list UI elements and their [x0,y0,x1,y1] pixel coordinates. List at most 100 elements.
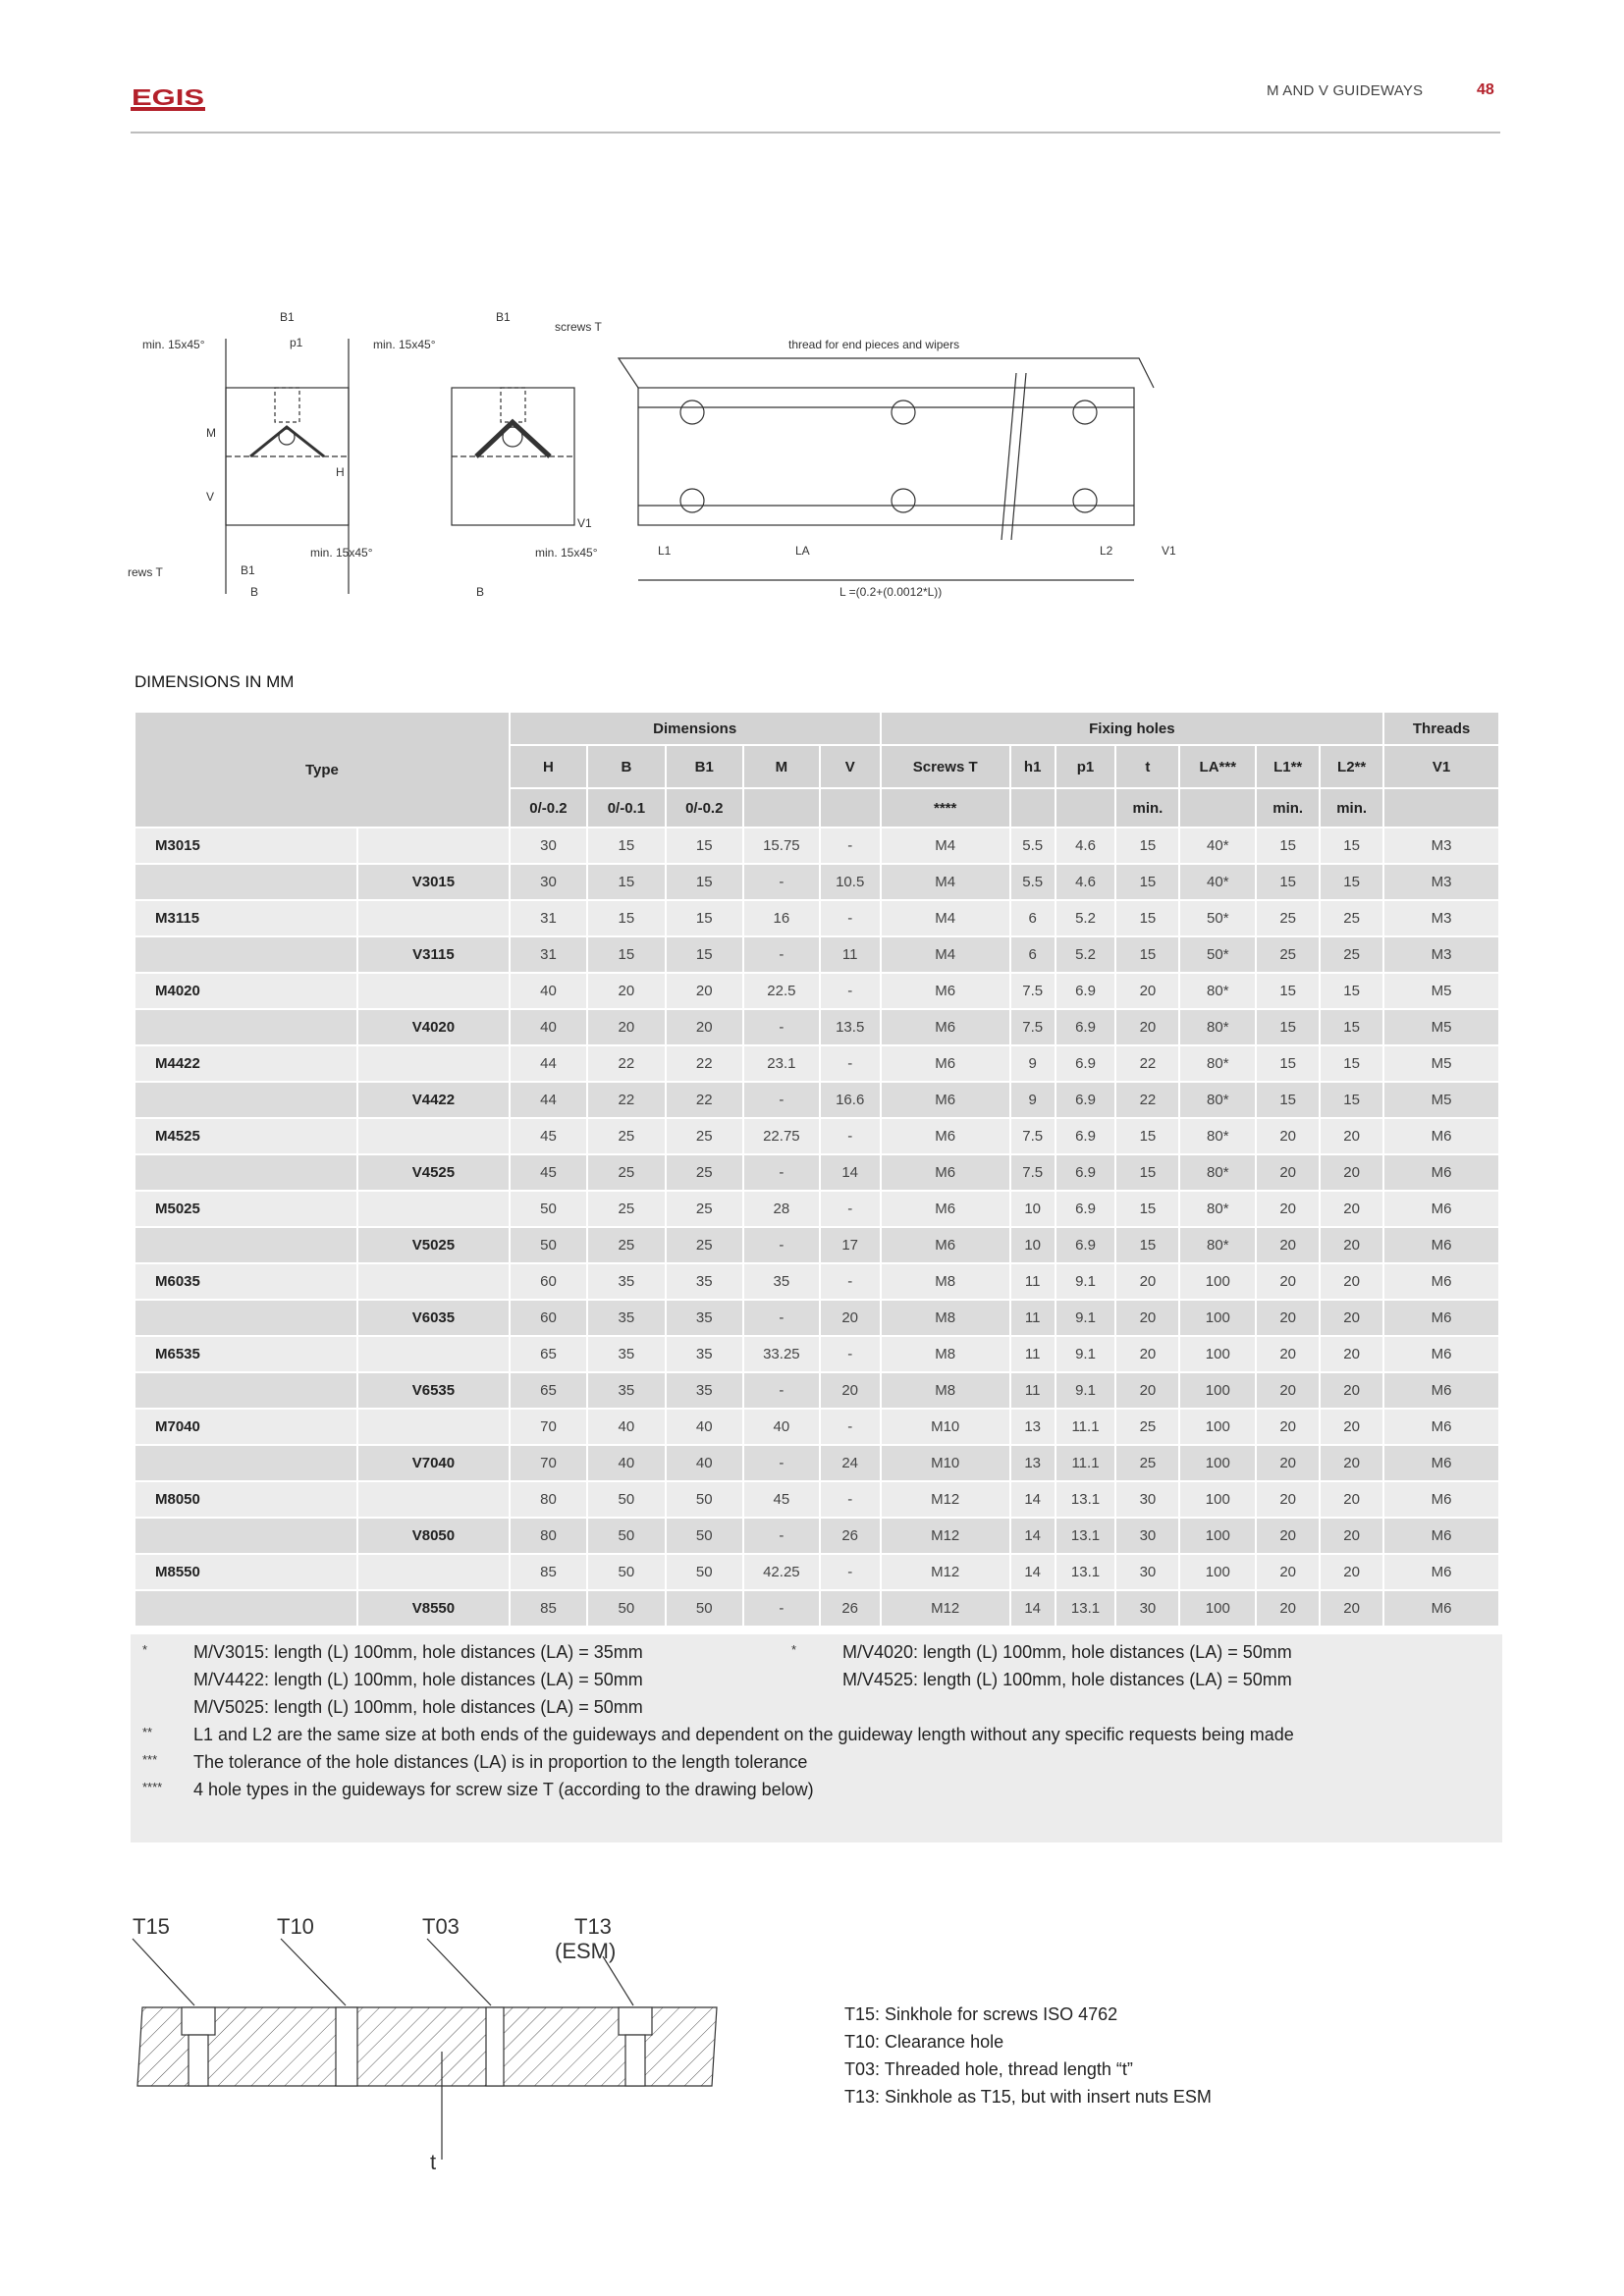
table-cell: 50 [666,1519,742,1553]
table-cell: - [820,1264,880,1299]
table-cell: 25 [588,1155,665,1190]
table-cell: 11 [820,937,880,972]
table-cell: 31 [510,901,587,935]
table-cell: 15.75 [743,828,819,863]
dimensions-group-header: Dimensions [510,713,880,744]
table-cell: 20 [1257,1555,1320,1589]
table-cell: 35 [666,1337,742,1371]
table-cell: 20 [1321,1119,1383,1153]
column-subheader [1384,789,1498,827]
table-cell: 4.6 [1056,828,1115,863]
header-divider [131,132,1500,133]
table-cell: 20 [1257,1373,1320,1408]
table-cell: 100 [1180,1555,1256,1589]
label-thread-note: thread for end pieces and wipers [788,338,959,351]
table-cell: 14 [1010,1519,1055,1553]
label-min-chamfer: min. 15x45° [373,338,436,351]
table-cell: M3 [1384,901,1498,935]
table-cell: 20 [820,1301,880,1335]
table-cell: 44 [510,1046,587,1081]
type-cell: M8550 [135,1555,357,1589]
table-cell: M6 [881,974,1009,1008]
table-row: M5025 50 25 25 28- M6 10 6.9 15 80* 20 20 M6 [135,1192,1498,1226]
type-cell [135,865,357,899]
type-cell [135,1228,357,1262]
table-cell: 11 [1010,1337,1055,1371]
table-cell: 22 [1116,1083,1179,1117]
table-cell: 10.5 [820,865,880,899]
t10-label: T10 [277,1914,314,1939]
table-cell: 6.9 [1056,1228,1115,1262]
table-cell: 25 [1116,1410,1179,1444]
table-cell: M6 [1384,1337,1498,1371]
label-min-chamfer: min. 15x45° [535,546,598,560]
table-cell: 13.1 [1056,1591,1115,1626]
table-cell: 20 [1321,1519,1383,1553]
section-title: M AND V GUIDEWAYS [1267,82,1424,99]
type-cell [135,1373,357,1408]
type-cell: M6035 [135,1264,357,1299]
table-row: V3015 30 15 15-10.5 M4 5.5 4.6 15 40* 15 15 M3 [135,865,1498,899]
table-cell: 40 [510,974,587,1008]
column-header: LA*** [1180,746,1256,787]
table-cell: 26 [820,1591,880,1626]
table-cell: 30 [510,828,587,863]
table-cell: - [743,1010,819,1044]
table-cell: 13 [1010,1410,1055,1444]
label-m: M [206,426,216,440]
table-cell: 11 [1010,1301,1055,1335]
table-cell: 50 [588,1555,665,1589]
table-cell: 15 [588,901,665,935]
table-cell: 20 [1321,1228,1383,1262]
guideway-drawing: min. 15x45° B1 p1 screws T min. 15x45° B… [128,310,1176,599]
type-cell: M3115 [135,901,357,935]
table-cell: M6 [881,1228,1009,1262]
table-cell: 25 [588,1119,665,1153]
table-cell: 14 [1010,1482,1055,1517]
table-cell: 30 [1116,1482,1179,1517]
table-cell: - [820,901,880,935]
table-cell: 20 [666,1010,742,1044]
table-cell: 70 [510,1446,587,1480]
label-length: L =(0.2+(0.0012*L)) [839,585,942,599]
type-cell [358,901,509,935]
type-cell [135,1301,357,1335]
column-subheader [820,789,880,827]
table-cell: 44 [510,1083,587,1117]
table-cell: 50 [666,1555,742,1589]
table-cell: - [820,1410,880,1444]
table-cell: 7.5 [1010,1010,1055,1044]
table-cell: - [820,1555,880,1589]
type-cell: V7040 [358,1446,509,1480]
table-cell: 9.1 [1056,1337,1115,1371]
table-cell: 6.9 [1056,1119,1115,1153]
table-cell: - [743,1155,819,1190]
table-cell: 30 [510,865,587,899]
table-row: M4525 45 25 25 22.75- M6 7.5 6.9 15 80* 20 20 M6 [135,1119,1498,1153]
table-cell: 33.25 [743,1337,819,1371]
table-cell: 45 [510,1155,587,1190]
type-cell: M7040 [135,1410,357,1444]
table-cell: 5.5 [1010,828,1055,863]
table-cell: M6 [1384,1482,1498,1517]
legend-t03: T03: Threaded hole, thread length “t” [844,2059,1133,2079]
table-cell: 20 [1257,1482,1320,1517]
table-cell: 5.5 [1010,865,1055,899]
table-cell: 80 [510,1519,587,1553]
table-cell: 15 [1116,865,1179,899]
table-cell: 100 [1180,1301,1256,1335]
table-cell: 35 [588,1301,665,1335]
table-cell: - [820,828,880,863]
table-cell: 7.5 [1010,1155,1055,1190]
type-cell: M4020 [135,974,357,1008]
table-cell: 16 [743,901,819,935]
table-row: V7040 70 40 40-24 M10 13 11.1 25 100 20 20 M6 [135,1446,1498,1480]
table-cell: 11 [1010,1373,1055,1408]
table-row: M7040 70 40 40 40- M10 13 11.1 25 100 20 20 M6 [135,1410,1498,1444]
type-cell: M4525 [135,1119,357,1153]
label-v1: V1 [1162,544,1176,558]
table-cell: 24 [820,1446,880,1480]
table-cell: - [820,1192,880,1226]
table-cell: 80 [510,1482,587,1517]
type-cell: V6035 [358,1301,509,1335]
